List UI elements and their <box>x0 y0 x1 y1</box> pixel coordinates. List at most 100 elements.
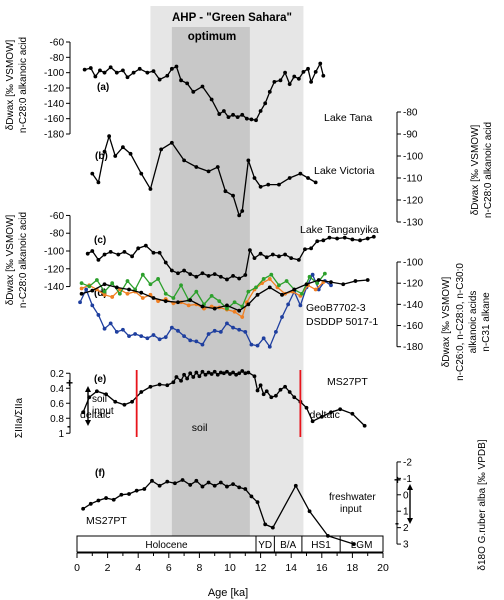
y-tick-label: -180 <box>403 342 423 353</box>
data-point <box>174 375 179 379</box>
panel-a-lake-tana: (a) Lake Tana δDwax [‰ VSMOW] n-C28:0 al… <box>5 37 372 133</box>
data-point <box>174 64 179 69</box>
band-labels: AHP - "Green Sahara" optimum <box>172 12 292 43</box>
data-point <box>206 370 211 375</box>
y-tick-label: -100 <box>403 258 423 269</box>
data-point <box>151 69 156 74</box>
panel-b-lake-victoria: (b) Lake Victoria δDwax [‰ VSMOW] n-C28:… <box>95 122 494 218</box>
y-tick-label: 3 <box>403 540 409 551</box>
data-point <box>306 66 310 71</box>
data-point <box>304 282 309 287</box>
data-point <box>128 151 133 156</box>
chronozone-label: LGM <box>351 540 373 551</box>
data-point <box>169 66 174 71</box>
data-point <box>296 76 301 81</box>
data-point <box>206 169 211 174</box>
data-point <box>338 407 343 412</box>
y-tick-label: 0.2 <box>50 369 64 380</box>
data-point <box>102 326 107 331</box>
data-point <box>226 115 231 120</box>
data-point <box>151 250 156 255</box>
data-point <box>254 118 258 123</box>
y-tick-label: -80 <box>50 229 65 240</box>
data-point <box>130 399 134 404</box>
data-point <box>104 392 108 397</box>
data-point <box>191 89 196 94</box>
data-point <box>335 236 339 241</box>
data-point <box>156 299 160 304</box>
data-point <box>212 306 217 311</box>
zone-label: deltaic <box>310 409 340 421</box>
y-tick-label: -140 <box>403 300 423 311</box>
data-point <box>283 252 287 257</box>
panel-1-y-axis: -130 -120 -110 -100 -90 -80 <box>396 108 423 229</box>
data-point <box>218 329 223 334</box>
data-point <box>237 213 242 218</box>
data-point <box>88 501 93 506</box>
data-point <box>243 329 248 334</box>
data-point <box>309 79 313 84</box>
data-point <box>283 384 287 389</box>
data-point <box>171 380 176 385</box>
data-point <box>157 337 162 342</box>
data-point <box>127 492 131 496</box>
data-point <box>84 287 89 292</box>
data-point <box>122 402 127 407</box>
data-point <box>246 289 251 294</box>
data-point <box>243 273 248 277</box>
data-point <box>280 315 284 319</box>
data-point <box>182 268 187 273</box>
x-tick-label: 0 <box>74 562 80 574</box>
data-point <box>318 61 323 66</box>
data-point <box>316 287 321 292</box>
data-point <box>145 70 150 75</box>
y-tick-label: 0.6 <box>50 399 64 410</box>
data-point <box>108 65 113 70</box>
data-point <box>143 243 148 248</box>
data-point <box>145 336 150 341</box>
data-point <box>102 252 107 257</box>
data-point <box>231 482 235 487</box>
data-point <box>301 70 306 74</box>
data-point <box>313 287 318 292</box>
panel-e-ylabel: ΣIIIa/ΣIIa <box>14 397 25 438</box>
data-point <box>246 302 251 307</box>
x-axis: Age [ka] 0 2 4 6 8 10 12 14 16 18 20 <box>74 552 389 599</box>
x-tick-label: 2 <box>105 562 111 574</box>
data-point <box>307 274 312 279</box>
data-point <box>267 285 272 290</box>
data-point <box>249 117 254 122</box>
data-point <box>258 184 263 189</box>
panel-a-ylabel-2: n-C28:0 alkanoic acid <box>18 37 29 133</box>
data-point <box>125 279 130 283</box>
data-point <box>212 369 217 374</box>
data-point <box>287 82 292 87</box>
panel-2-y-axis: -140 -120 -100 -80 -60 <box>44 211 71 293</box>
data-point <box>225 303 229 308</box>
data-point <box>263 522 268 527</box>
data-point <box>255 292 260 297</box>
y-tick-label: -80 <box>403 108 418 119</box>
data-point <box>104 496 108 500</box>
data-point <box>157 77 162 82</box>
data-point <box>341 282 346 287</box>
data-point <box>267 344 272 349</box>
x-tick-label: 18 <box>347 562 359 574</box>
y-tick-label: -130 <box>403 218 423 229</box>
chronozone-bar: Holocene YD B/A HS1 LGM <box>76 535 384 553</box>
x-tick-label: 14 <box>285 562 297 574</box>
arrow-head-down <box>85 420 91 426</box>
y-tick-label: 0.4 <box>50 384 64 395</box>
data-point <box>270 252 275 257</box>
data-point <box>209 372 214 376</box>
panel-c-ylabel-2: n-C28:0 alkanoic acid <box>18 212 29 308</box>
data-point <box>206 480 211 485</box>
data-point <box>165 73 170 78</box>
panel-b-tag: (b) <box>95 151 108 162</box>
x-tick-label: 20 <box>377 562 389 574</box>
data-point <box>329 280 333 285</box>
data-point <box>304 405 309 410</box>
shaded-bands <box>150 6 304 553</box>
data-point <box>165 383 170 388</box>
data-point <box>326 533 330 538</box>
